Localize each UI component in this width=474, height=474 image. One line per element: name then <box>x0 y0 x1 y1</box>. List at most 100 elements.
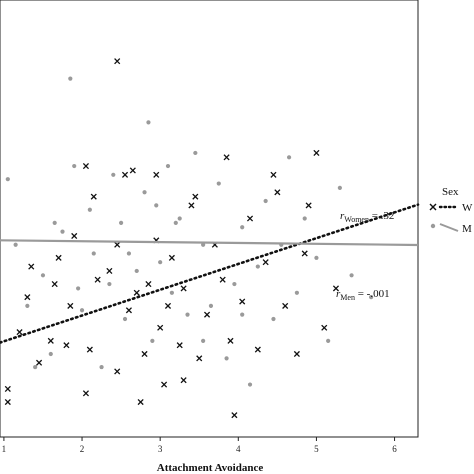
point-women <box>82 163 90 170</box>
point-men <box>107 281 112 287</box>
point-women <box>176 342 183 349</box>
point-women <box>106 267 113 274</box>
point-women <box>192 193 199 200</box>
point-men <box>142 190 147 195</box>
point-men <box>294 290 299 295</box>
point-women <box>321 324 328 331</box>
point-men <box>349 273 354 278</box>
point-men <box>72 163 77 169</box>
point-women <box>223 154 230 161</box>
point-men <box>68 76 73 81</box>
point-women <box>231 412 238 419</box>
point-women <box>145 280 152 288</box>
point-women <box>274 189 281 196</box>
point-women <box>51 280 58 288</box>
point-women <box>332 285 340 292</box>
point-women <box>270 171 277 178</box>
x-tick-label-4: 4 <box>236 444 241 454</box>
fit-lines <box>0 203 420 344</box>
point-men <box>76 286 81 291</box>
point-women <box>82 390 90 397</box>
point-women <box>67 302 74 309</box>
point-women <box>114 241 121 248</box>
point-men <box>48 351 53 357</box>
annotation-women: rWomen = .32 <box>340 210 394 224</box>
legend: Sex W M <box>429 186 473 235</box>
point-men <box>216 181 221 186</box>
x-tick-label-3: 3 <box>158 444 163 454</box>
point-women <box>157 324 164 331</box>
point-women <box>4 398 11 406</box>
point-men <box>326 338 331 343</box>
point-men <box>5 177 10 182</box>
x-tick-label-1: 1 <box>2 444 7 454</box>
point-women <box>282 302 289 309</box>
point-women <box>262 259 269 266</box>
point-women <box>121 171 129 178</box>
point-men <box>337 185 342 191</box>
x-tick-label-5: 5 <box>314 444 319 454</box>
point-men <box>247 382 253 387</box>
point-men <box>146 120 151 125</box>
point-men <box>169 290 174 295</box>
x-tick-label-6: 6 <box>392 444 397 454</box>
point-men <box>232 281 237 287</box>
point-men <box>79 308 85 313</box>
x-axis: 1 2 3 4 5 6 <box>2 437 397 454</box>
annotation-women-sub: Women <box>344 215 369 224</box>
point-women <box>180 377 187 384</box>
point-men <box>111 172 116 177</box>
point-men <box>201 338 206 343</box>
point-men <box>126 251 132 256</box>
point-women <box>90 193 97 200</box>
point-women <box>63 342 70 349</box>
point-men <box>369 295 374 300</box>
point-women <box>188 202 195 209</box>
point-women <box>125 307 132 314</box>
point-men <box>240 225 245 230</box>
point-women <box>141 350 148 358</box>
point-men <box>87 207 92 212</box>
point-men <box>40 273 46 278</box>
point-women <box>47 337 54 344</box>
annotation-women-value: = .32 <box>369 210 394 222</box>
point-men <box>286 155 292 160</box>
point-women <box>196 355 203 362</box>
point-men <box>13 242 18 247</box>
point-women <box>161 381 168 388</box>
point-men <box>208 303 214 308</box>
annotation-men-r: r <box>336 288 341 300</box>
point-women <box>129 167 136 174</box>
point-men <box>224 356 229 361</box>
point-women <box>227 337 234 344</box>
point-women <box>246 215 254 222</box>
legend-marker-men <box>430 223 436 229</box>
point-men <box>91 251 96 256</box>
fit-line-women <box>0 203 420 344</box>
point-men <box>240 312 245 317</box>
legend-line-men <box>439 223 459 232</box>
legend-marker-women <box>429 203 437 211</box>
point-men <box>134 268 139 274</box>
point-women <box>219 276 226 283</box>
point-men <box>99 364 104 370</box>
annotation-men-sub: Men <box>340 293 355 302</box>
point-women <box>293 350 300 358</box>
point-men <box>193 150 198 156</box>
point-women <box>114 368 121 375</box>
fit-line-men <box>0 239 419 247</box>
point-men <box>263 198 268 204</box>
point-women <box>180 285 187 292</box>
legend-label-men: M <box>462 223 472 235</box>
point-men <box>314 255 319 260</box>
chart-marks <box>4 58 374 419</box>
point-men <box>302 216 307 221</box>
point-women <box>305 202 312 209</box>
point-women <box>4 385 11 392</box>
point-women <box>153 171 160 178</box>
point-women <box>28 263 35 270</box>
point-women <box>94 276 101 283</box>
point-women <box>313 149 320 157</box>
point-women <box>133 289 140 296</box>
point-women <box>203 311 211 318</box>
